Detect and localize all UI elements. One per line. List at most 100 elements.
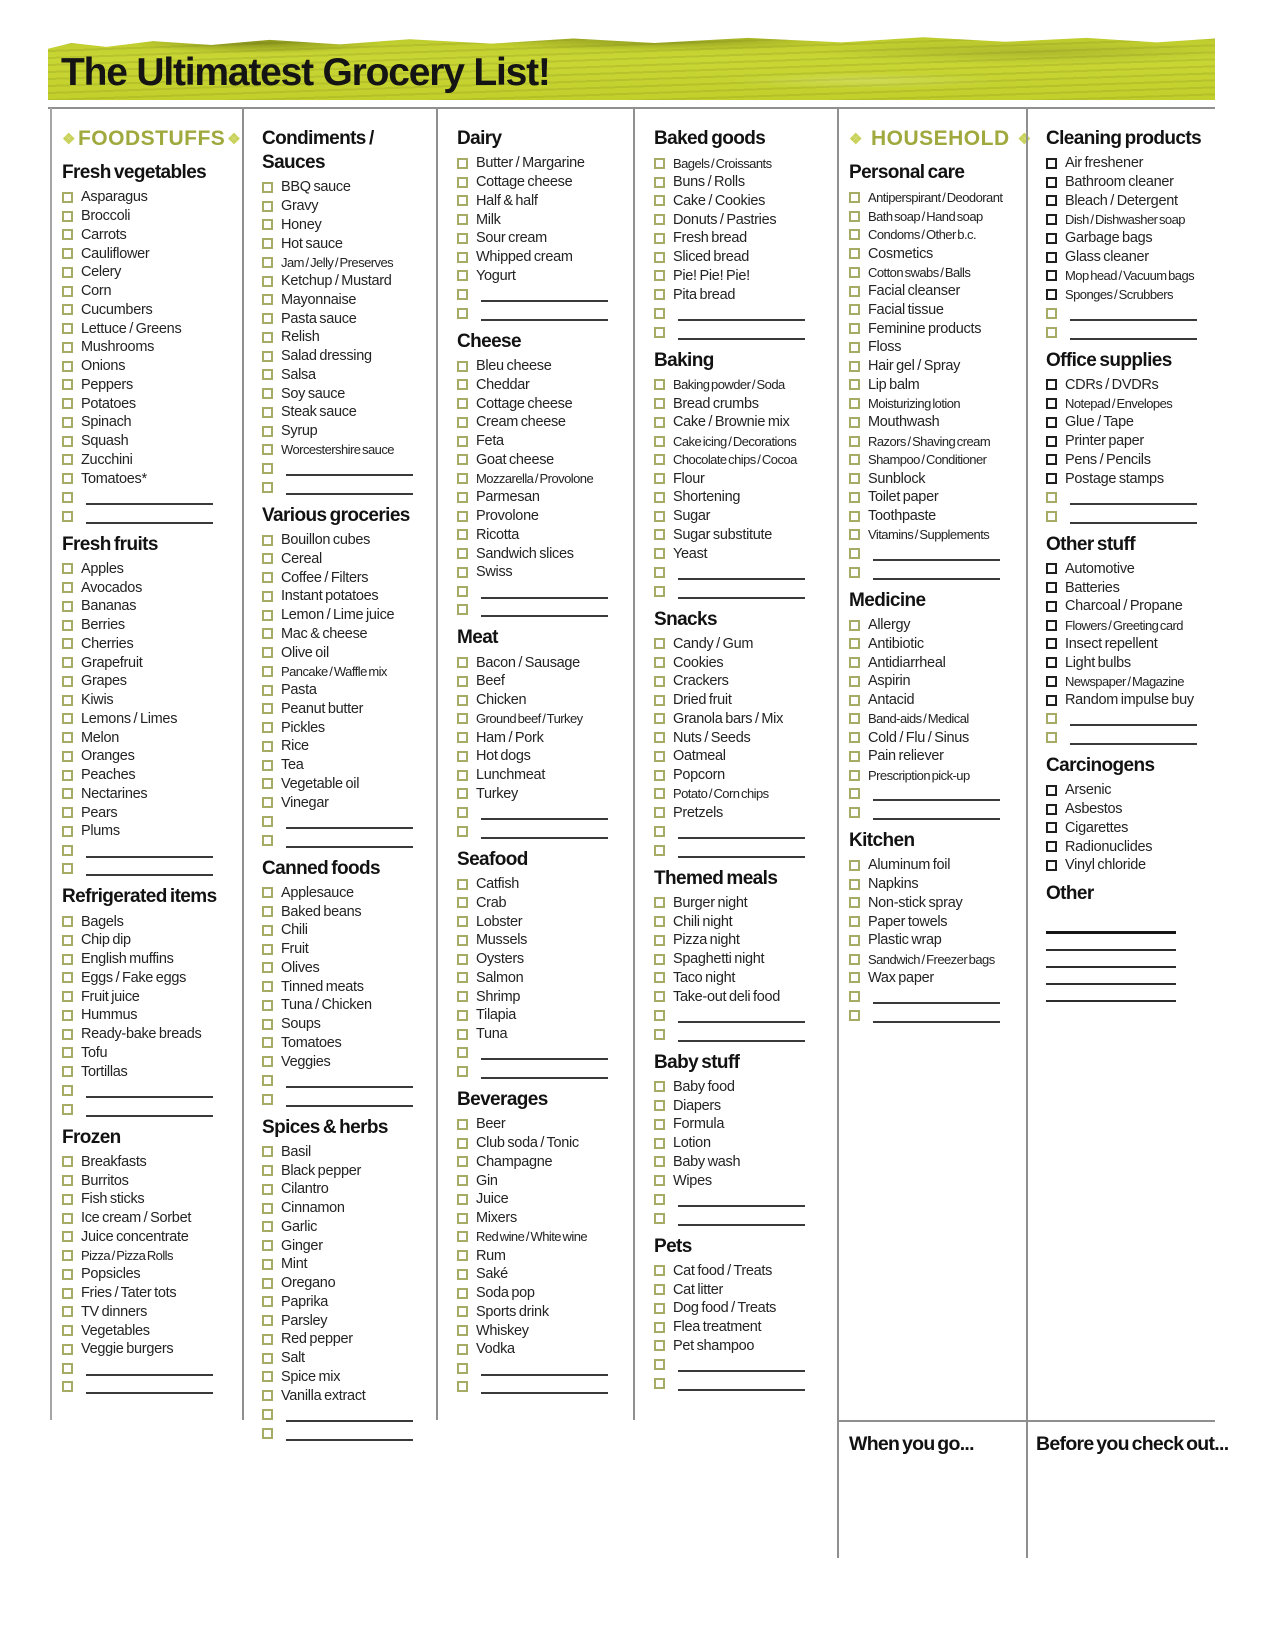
checkbox[interactable] (1046, 307, 1057, 319)
checkbox[interactable] (262, 572, 273, 584)
write-in-line[interactable] (86, 1361, 213, 1376)
checkbox[interactable] (457, 1231, 468, 1243)
checkbox[interactable] (1046, 157, 1057, 169)
checkbox[interactable] (262, 778, 273, 790)
checkbox[interactable] (457, 232, 468, 244)
checkbox[interactable] (62, 1193, 73, 1205)
checkbox[interactable] (654, 694, 665, 706)
checkbox[interactable] (457, 548, 468, 560)
checkbox[interactable] (457, 934, 468, 946)
checkbox[interactable] (654, 157, 665, 169)
checkbox[interactable] (62, 379, 73, 391)
checkbox[interactable] (1046, 435, 1057, 447)
checkbox[interactable] (62, 732, 73, 744)
checkbox[interactable] (457, 289, 468, 301)
checkbox[interactable] (849, 398, 860, 410)
write-in-line[interactable] (481, 306, 608, 321)
checkbox[interactable] (262, 962, 273, 974)
checkbox[interactable] (62, 582, 73, 594)
checkbox[interactable] (457, 491, 468, 503)
checkbox[interactable] (62, 1306, 73, 1318)
checkbox[interactable] (62, 229, 73, 241)
checkbox[interactable] (849, 638, 860, 650)
write-in-line[interactable] (678, 565, 805, 580)
checkbox[interactable] (457, 1118, 468, 1130)
checkbox[interactable] (654, 1321, 665, 1333)
write-in-line[interactable] (1046, 934, 1176, 951)
write-in-line[interactable] (678, 1376, 805, 1391)
write-in-line[interactable] (1070, 490, 1197, 505)
checkbox[interactable] (1046, 600, 1057, 612)
write-in-line[interactable] (481, 1045, 608, 1061)
checkbox[interactable] (654, 289, 665, 301)
write-in-line[interactable] (678, 1008, 805, 1023)
checkbox[interactable] (849, 229, 860, 241)
checkbox[interactable] (1046, 657, 1057, 669)
checkbox[interactable] (654, 1028, 665, 1040)
checkbox[interactable] (262, 703, 273, 715)
checkbox[interactable] (62, 991, 73, 1003)
checkbox[interactable] (849, 897, 860, 909)
checkbox[interactable] (849, 379, 860, 391)
checkbox[interactable] (457, 307, 468, 319)
checkbox[interactable] (62, 788, 73, 800)
checkbox[interactable] (654, 1359, 665, 1371)
checkbox[interactable] (1046, 822, 1057, 834)
checkbox[interactable] (262, 628, 273, 640)
write-in-line[interactable] (86, 509, 213, 524)
checkbox[interactable] (849, 323, 860, 335)
checkbox[interactable] (654, 991, 665, 1003)
checkbox[interactable] (62, 1103, 73, 1115)
checkbox[interactable] (62, 1250, 73, 1262)
checkbox[interactable] (457, 435, 468, 447)
checkbox[interactable] (849, 416, 860, 428)
checkbox[interactable] (457, 897, 468, 909)
checkbox[interactable] (62, 510, 73, 522)
checkbox[interactable] (849, 510, 860, 522)
checkbox[interactable] (849, 304, 860, 316)
checkbox[interactable] (457, 398, 468, 410)
checkbox[interactable] (262, 1408, 273, 1420)
checkbox[interactable] (457, 454, 468, 466)
checkbox[interactable] (262, 350, 273, 362)
checkbox[interactable] (62, 285, 73, 297)
write-in-line[interactable] (286, 814, 413, 829)
checkbox[interactable] (262, 331, 273, 343)
checkbox[interactable] (457, 1009, 468, 1021)
write-in-line[interactable] (873, 786, 1000, 802)
checkbox[interactable] (62, 1175, 73, 1187)
checkbox[interactable] (849, 191, 860, 203)
checkbox[interactable] (654, 657, 665, 669)
checkbox[interactable] (62, 454, 73, 466)
checkbox[interactable] (262, 981, 273, 993)
checkbox[interactable] (654, 176, 665, 188)
write-in-line[interactable] (286, 833, 413, 848)
checkbox[interactable] (457, 991, 468, 1003)
checkbox[interactable] (262, 1258, 273, 1270)
checkbox[interactable] (457, 176, 468, 188)
checkbox[interactable] (62, 398, 73, 410)
checkbox[interactable] (654, 435, 665, 447)
checkbox[interactable] (1046, 195, 1057, 207)
checkbox[interactable] (262, 1056, 273, 1068)
checkbox[interactable] (262, 406, 273, 418)
checkbox[interactable] (457, 1175, 468, 1187)
write-in-line[interactable] (1070, 711, 1197, 727)
write-in-line[interactable] (86, 1102, 213, 1117)
checkbox[interactable] (654, 251, 665, 263)
checkbox[interactable] (262, 906, 273, 918)
checkbox[interactable] (654, 750, 665, 762)
write-in-line[interactable] (481, 824, 608, 839)
checkbox[interactable] (1046, 841, 1057, 853)
checkbox[interactable] (654, 379, 665, 391)
checkbox[interactable] (654, 732, 665, 744)
checkbox[interactable] (62, 713, 73, 725)
checkbox[interactable] (262, 665, 273, 677)
checkbox[interactable] (62, 844, 73, 856)
write-in-line[interactable] (286, 1407, 413, 1422)
checkbox[interactable] (654, 1175, 665, 1187)
write-in-line[interactable] (1070, 306, 1197, 321)
checkbox[interactable] (1046, 326, 1057, 338)
checkbox[interactable] (457, 157, 468, 169)
checkbox[interactable] (849, 548, 860, 560)
